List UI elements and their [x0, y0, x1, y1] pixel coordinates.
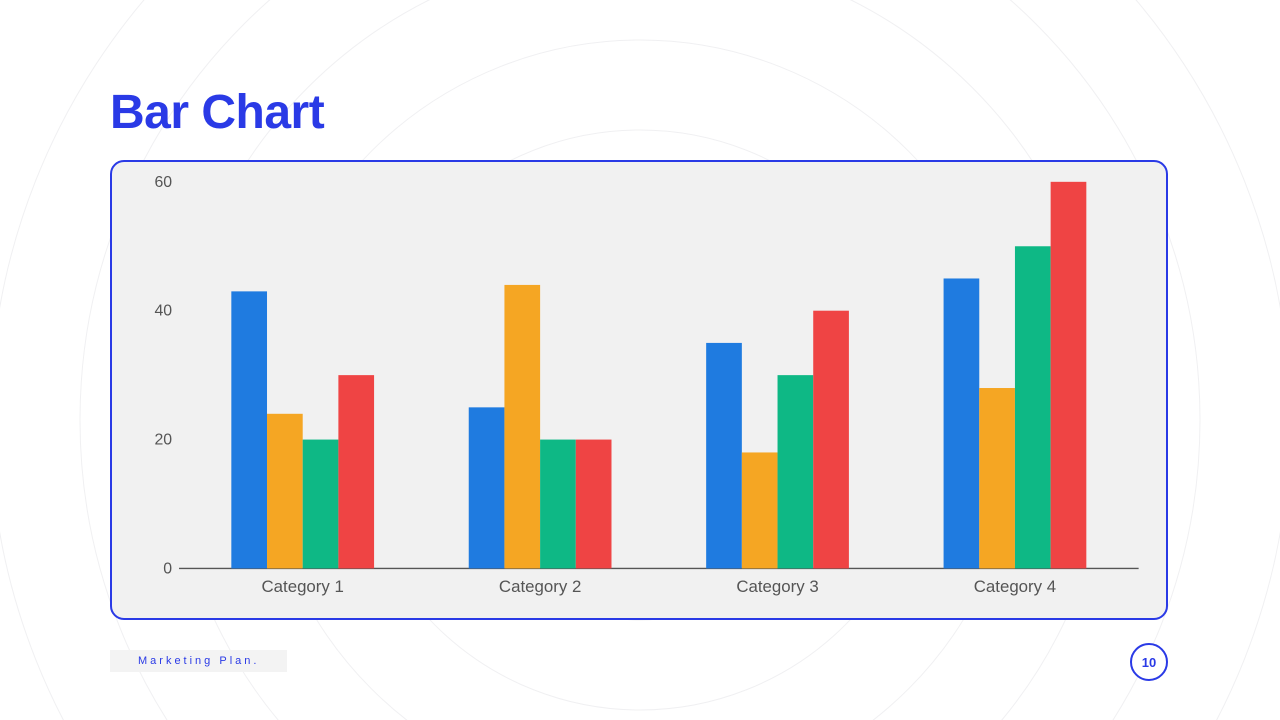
footer: Marketing Plan. 10 — [110, 650, 1168, 674]
bar — [231, 291, 267, 568]
page-title: Bar Chart — [110, 85, 324, 140]
bar-chart: 0 20 40 60 Category 1 Category 2 Category 3 Cat… — [112, 162, 1166, 618]
bar — [979, 388, 1015, 568]
page-number: 10 — [1142, 655, 1156, 670]
y-tick-label: 20 — [154, 432, 172, 449]
bar — [778, 375, 814, 568]
bar — [540, 440, 576, 569]
x-category-label: Category 2 — [499, 577, 581, 596]
bar — [338, 375, 374, 568]
footer-label-box: Marketing Plan. — [110, 650, 287, 672]
bar — [303, 440, 339, 569]
x-category-label: Category 4 — [974, 577, 1056, 596]
bar — [576, 440, 612, 569]
y-tick-label: 0 — [163, 560, 172, 577]
y-tick-label: 40 — [154, 303, 172, 320]
bar — [504, 285, 540, 569]
bar — [944, 278, 980, 568]
bar — [469, 407, 505, 568]
bar — [742, 452, 778, 568]
bar — [706, 343, 742, 569]
y-tick-label: 60 — [154, 174, 172, 191]
x-category-label: Category 1 — [261, 577, 343, 596]
footer-label: Marketing Plan. — [138, 655, 259, 667]
page-number-badge: 10 — [1130, 643, 1168, 681]
bar — [267, 414, 303, 569]
x-category-label: Category 3 — [736, 577, 818, 596]
chart-container: 0 20 40 60 Category 1 Category 2 Category 3 Cat… — [110, 160, 1168, 620]
slide: Bar Chart 0 20 40 60 Category 1 Category 2 Cat… — [0, 0, 1280, 720]
bar — [1051, 182, 1087, 569]
bar — [813, 311, 849, 569]
bar — [1015, 246, 1051, 568]
